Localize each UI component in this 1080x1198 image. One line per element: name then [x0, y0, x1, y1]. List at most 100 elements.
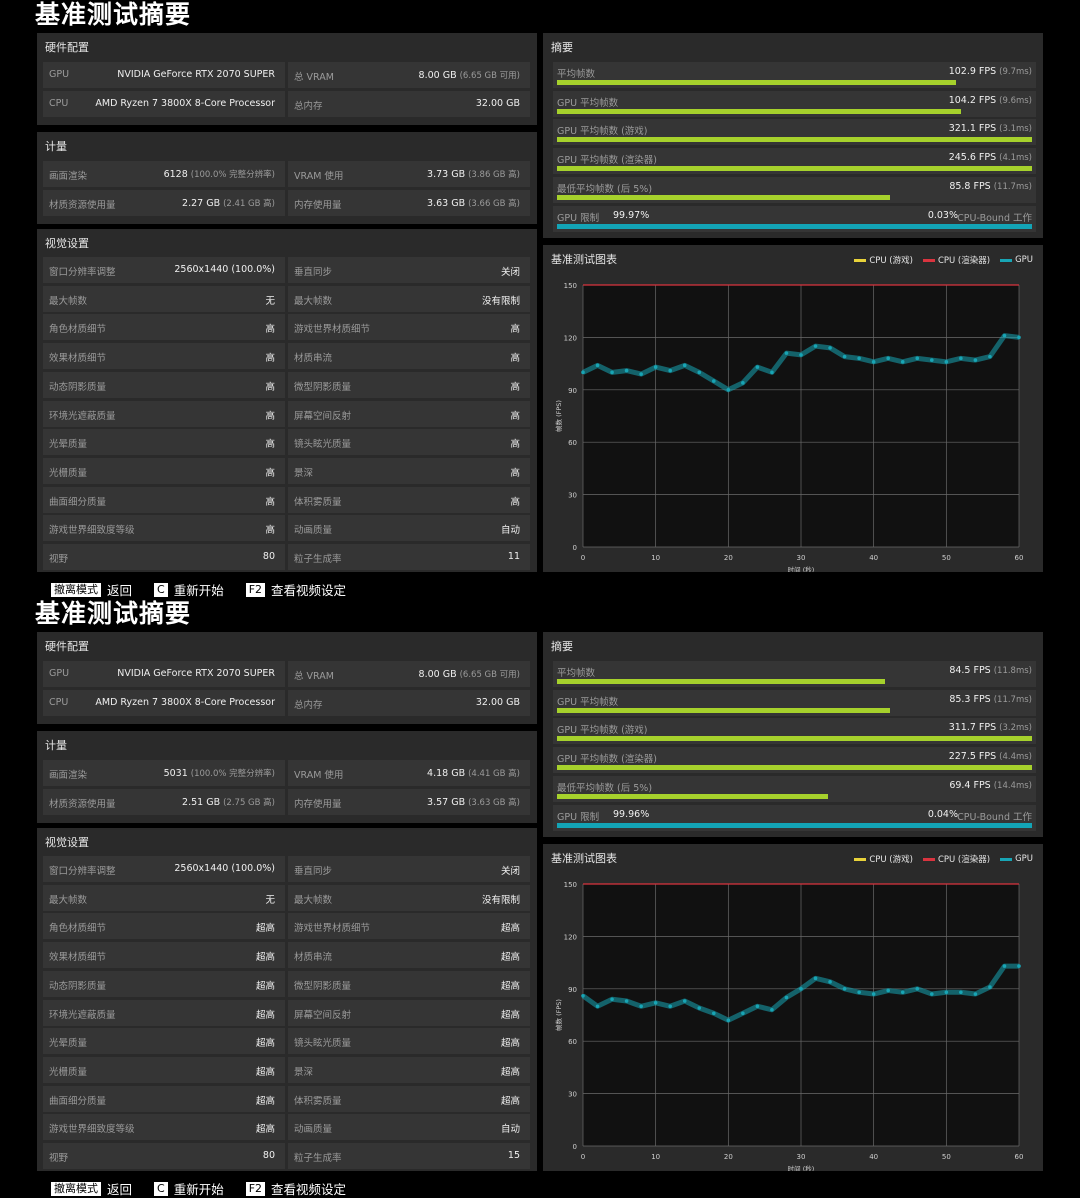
shortcut-key[interactable]: F2: [245, 1181, 266, 1196]
summary-value: 245.6 FPS (4.1ms): [949, 152, 1032, 163]
gpu-data-point: [770, 370, 774, 375]
value-text: 超高: [255, 952, 275, 964]
gpu-data-point: [1002, 964, 1007, 968]
legend-swatch: [1000, 857, 1013, 861]
gpu-data-point: [726, 1018, 731, 1023]
setting-label: 材质串流: [294, 353, 333, 365]
shortcut-key[interactable]: C: [154, 1181, 168, 1196]
value-sub: (6.65 GB 可用): [459, 670, 520, 680]
setting-value: 关闭: [501, 863, 520, 877]
gpu-data-point: [973, 358, 978, 362]
footer-shortcuts: 撤离模式 返回 C 重新开始 F2 查看视频设定: [51, 580, 346, 599]
gpu-data-point: [668, 1004, 672, 1009]
summary-value: 85.3 FPS (11.7ms): [949, 694, 1032, 705]
x-tick-label: 60: [1015, 554, 1024, 562]
value-text: 无: [265, 894, 275, 906]
shortcut-label[interactable]: 返回: [107, 583, 133, 598]
legend-item: CPU (渲染器): [922, 853, 990, 865]
legend-swatch: [922, 857, 935, 861]
legend-swatch: [854, 857, 867, 861]
setting-value: 高: [265, 350, 275, 364]
cpu-bound-label: CPU-Bound 工作: [957, 811, 1032, 823]
ms-text: (3.2ms): [999, 723, 1032, 734]
gpu-data-point: [871, 992, 876, 996]
setting-label: VRAM 使用: [294, 171, 344, 182]
shortcut-label[interactable]: 查看视频设定: [271, 583, 347, 598]
setting-cell: 材质串流 高: [288, 343, 530, 370]
summary-label: GPU 平均帧数: [557, 696, 619, 708]
value-sub: (2.75 GB 高): [223, 798, 275, 808]
ms-text: (11.8ms): [993, 666, 1032, 676]
setting-cell: 景深 超高: [288, 1056, 530, 1083]
shortcut-key[interactable]: 撤离模式: [51, 582, 101, 597]
setting-label: 总内存: [294, 700, 323, 711]
setting-label: 画面渲染: [49, 770, 88, 781]
setting-label: 角色材质细节: [49, 324, 107, 336]
x-tick-label: 0: [581, 554, 585, 562]
x-tick-label: 60: [1015, 1153, 1024, 1161]
shortcut-key[interactable]: 撤离模式: [51, 1181, 101, 1196]
y-tick-label: 150: [564, 881, 577, 889]
gpu-data-point: [770, 1007, 774, 1012]
shortcut-label[interactable]: 重新开始: [173, 1182, 224, 1197]
y-axis-label: 帧数 (FPS): [554, 400, 563, 432]
summary-label: GPU 平均帧数 (游戏): [557, 725, 648, 737]
setting-label: 垂直同步: [294, 267, 333, 278]
gpu-data-point: [915, 987, 920, 991]
setting-cell: 总内存 32.00 GB: [288, 91, 530, 117]
setting-label: 微型阴影质量: [294, 980, 352, 992]
value-text: 高: [510, 381, 520, 393]
value-text: 超高: [500, 980, 520, 992]
setting-label: 效果材质细节: [49, 353, 107, 365]
setting-cell: 粒子生成率 15: [288, 1143, 530, 1169]
value-text: 超高: [500, 952, 520, 964]
setting-cell: 垂直同步 关闭: [288, 856, 530, 882]
gpu-data-point: [697, 370, 702, 375]
setting-cell: 光晕质量 超高: [43, 1028, 285, 1055]
setting-cell: 游戏世界材质细节 高: [288, 314, 530, 341]
x-tick-label: 0: [581, 1153, 585, 1161]
setting-cell: 动画质量 自动: [288, 1114, 530, 1141]
chart-panel: 基准测试图表 CPU (游戏) CPU (渲染器) GPU 0 30 60 90 120 150 0…: [543, 245, 1043, 572]
shortcut-label[interactable]: 重新开始: [173, 583, 224, 598]
setting-value: NVIDIA GeForce RTX 2070 SUPER: [117, 668, 275, 679]
gpu-data-point: [842, 354, 847, 359]
setting-value: 超高: [501, 978, 520, 992]
y-tick-label: 30: [568, 492, 577, 500]
shortcut-key[interactable]: F2: [245, 582, 266, 597]
setting-value: 超高: [501, 1035, 520, 1049]
value-text: 高: [265, 381, 275, 393]
setting-value: 无: [265, 293, 275, 307]
value-text: 4.18 GB: [427, 768, 466, 779]
setting-value: 3.73 GB (3.86 GB 高): [427, 168, 520, 180]
footer-shortcuts: 撤离模式 返回 C 重新开始 F2 查看视频设定: [51, 1179, 346, 1198]
legend-item: GPU: [1000, 254, 1033, 266]
shortcut-label[interactable]: 返回: [107, 1182, 133, 1197]
ms-text: (3.1ms): [999, 124, 1032, 135]
value-text: 3.73 GB: [427, 169, 466, 180]
value-text: 超高: [255, 1124, 275, 1136]
setting-cell: 视野 80: [43, 544, 285, 570]
legend-swatch: [922, 258, 935, 262]
value-text: 80: [262, 1150, 275, 1161]
setting-cell: 材质资源使用量 2.27 GB (2.41 GB 高): [43, 190, 285, 216]
setting-cell: 窗口分辨率调整 2560x1440 (100.0%): [43, 856, 285, 882]
gpu-data-point: [813, 976, 818, 981]
setting-value: 11: [508, 551, 520, 562]
panel-title: 硬件配置: [45, 640, 89, 653]
setting-value: 超高: [501, 949, 520, 963]
setting-label: 动画质量: [294, 525, 333, 537]
shortcut-key[interactable]: C: [154, 582, 168, 597]
setting-cell: 效果材质细节 超高: [43, 942, 285, 969]
setting-cell: 镜头眩光质量 高: [288, 429, 530, 456]
value-text: 关闭: [500, 267, 520, 278]
hardware-panel: 硬件配置 GPU NVIDIA GeForce RTX 2070 SUPER 总 VR…: [37, 33, 537, 125]
setting-value: 8.00 GB (6.65 GB 可用): [419, 668, 520, 680]
setting-label: 内存使用量: [294, 200, 342, 211]
y-tick-label: 120: [564, 933, 577, 941]
gpu-data-point: [944, 990, 949, 995]
value-text: 无: [265, 295, 275, 307]
setting-label: 环境光遮蔽质量: [49, 410, 116, 422]
shortcut-label[interactable]: 查看视频设定: [271, 1182, 347, 1197]
fps-text: 321.1 FPS: [948, 123, 997, 135]
